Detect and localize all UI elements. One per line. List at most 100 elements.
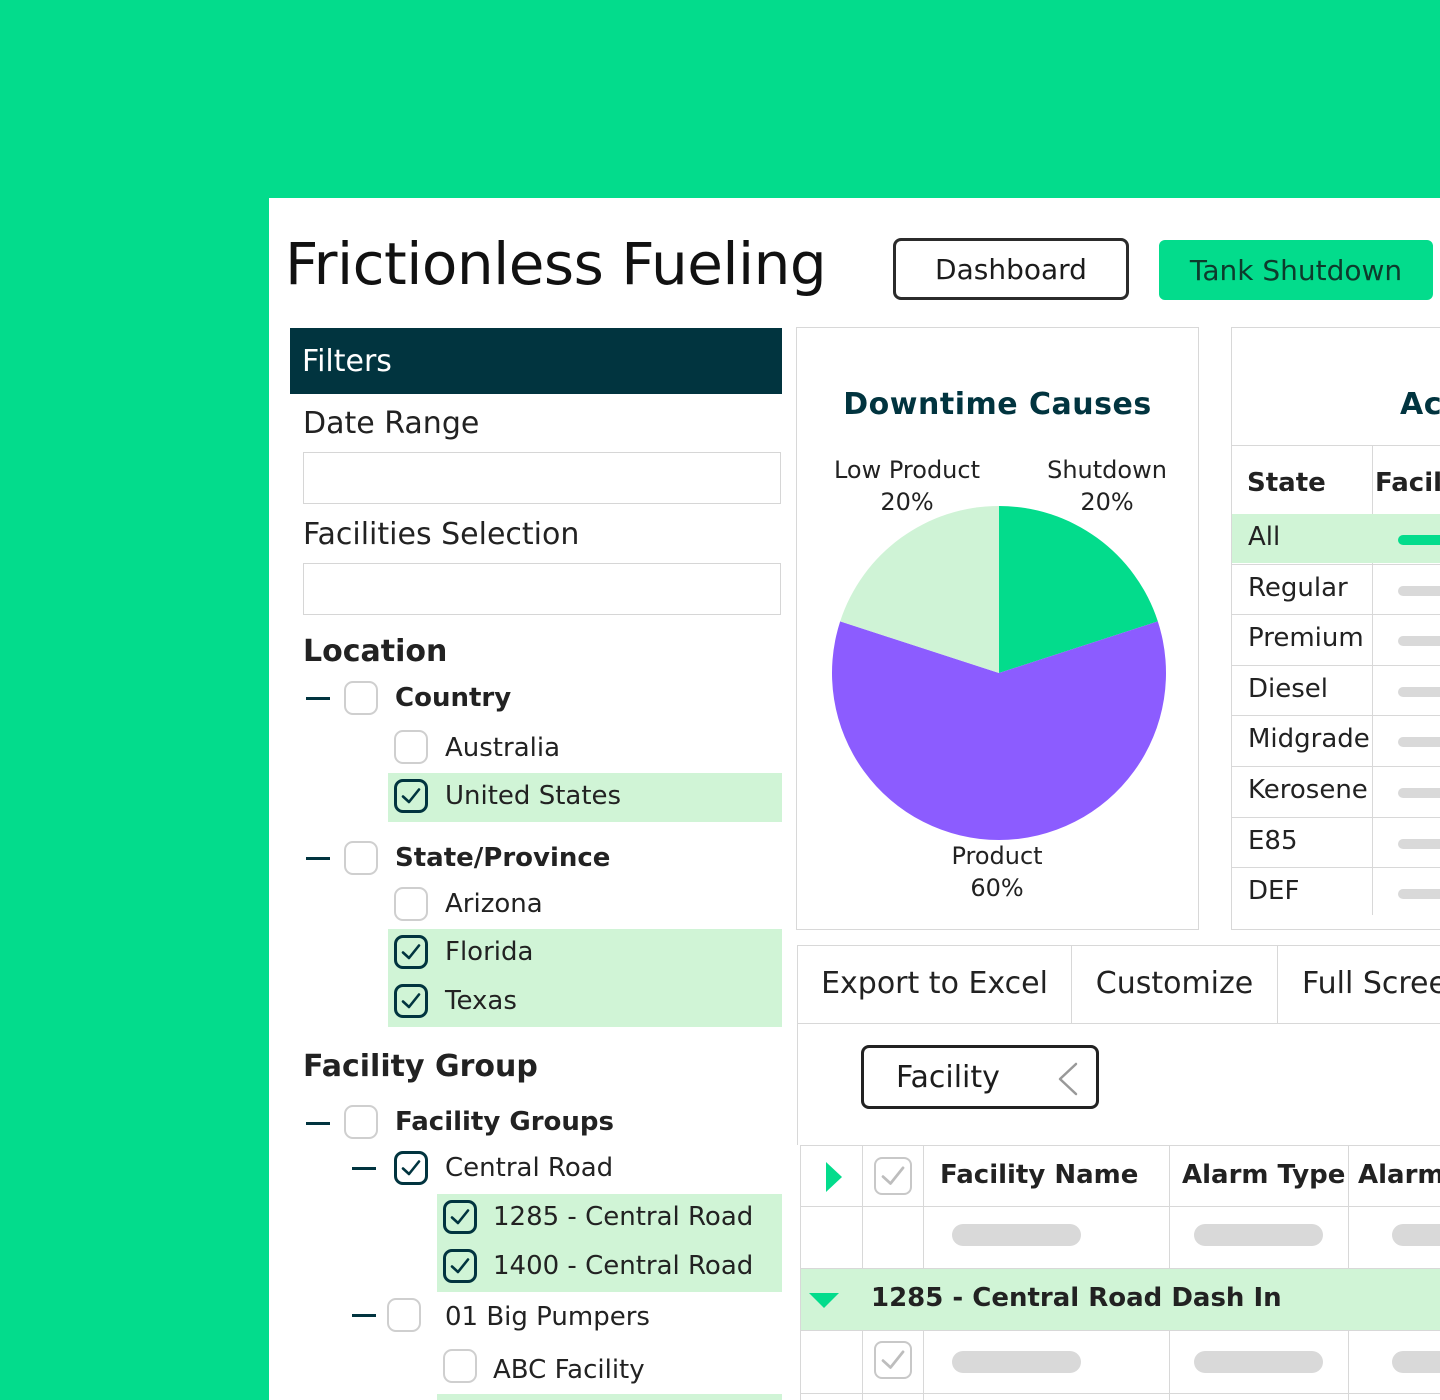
downtime-pie-chart: [832, 506, 1166, 840]
facility-1400-label: 1400 - Central Road: [493, 1251, 754, 1281]
collapse-group-icon[interactable]: [808, 1291, 840, 1309]
central-road-checkbox[interactable]: [394, 1151, 428, 1185]
alarm-header[interactable]: Alarm: [1358, 1160, 1440, 1190]
state-row-label[interactable]: DEF: [1248, 876, 1300, 907]
product-label: Product 60%: [897, 840, 1097, 904]
collapse-central-road-toggle[interactable]: [352, 1167, 376, 1170]
placeholder-cell: [1392, 1224, 1440, 1246]
check-icon: [450, 1258, 470, 1274]
customize-button[interactable]: Customize: [1095, 966, 1254, 1001]
state-row-bar: [1398, 838, 1440, 849]
state-checkbox[interactable]: [344, 841, 378, 875]
column-divider: [1372, 445, 1373, 915]
dashboard-button[interactable]: Dashboard: [893, 238, 1129, 300]
check-icon: [401, 788, 421, 804]
arizona-label: Arizona: [445, 889, 543, 919]
united-states-checkbox[interactable]: [394, 779, 428, 813]
pie-slice-shutdown: [999, 506, 1158, 673]
alarm-type-header[interactable]: Alarm Type: [1182, 1160, 1346, 1190]
state-row-bar: [1398, 737, 1440, 748]
group-row-label: 1285 - Central Road Dash In: [871, 1283, 1282, 1313]
divider: [923, 1145, 924, 1269]
group-by-facility-chip[interactable]: Facility: [861, 1045, 1099, 1109]
divider: [1232, 766, 1440, 767]
shutdown-label: Shutdown 20%: [1013, 454, 1201, 518]
low-product-pct: 20%: [880, 488, 934, 516]
downtime-causes-card: Downtime Causes Low Product 20% Shutdown…: [796, 327, 1199, 930]
chevron-left-icon[interactable]: [1054, 1062, 1080, 1096]
divider: [800, 1330, 1440, 1331]
florida-label: Florida: [445, 937, 534, 967]
divider: [1232, 715, 1440, 717]
collapse-state-toggle[interactable]: [306, 857, 330, 860]
central-road-label: Central Road: [445, 1153, 614, 1183]
state-column-header[interactable]: State: [1247, 468, 1326, 498]
location-heading: Location: [303, 634, 448, 669]
check-icon: [401, 993, 421, 1009]
facilities-selection-input[interactable]: [303, 563, 781, 615]
downtime-causes-title: Downtime Causes: [843, 387, 1152, 422]
state-row-label[interactable]: Diesel: [1248, 673, 1329, 704]
divider: [862, 1145, 863, 1269]
shutdown-pct: 20%: [1080, 488, 1134, 516]
central-road-items-rows: [437, 1194, 782, 1292]
divider: [800, 1145, 1440, 1146]
tank-shutdown-button[interactable]: Tank Shutdown: [1159, 240, 1433, 300]
arizona-checkbox[interactable]: [394, 887, 428, 921]
check-icon: [881, 1166, 905, 1185]
divider: [1232, 664, 1440, 666]
united-states-label: United States: [445, 781, 622, 811]
placeholder-cell: [952, 1351, 1081, 1373]
state-row-label[interactable]: Premium: [1248, 623, 1364, 654]
divider: [1232, 867, 1440, 869]
facility-1285-checkbox[interactable]: [443, 1200, 477, 1234]
collapse-country-toggle[interactable]: [306, 697, 330, 700]
divider: [1232, 816, 1440, 818]
facility-name-header[interactable]: Facility Name: [940, 1160, 1139, 1190]
placeholder-cell: [1392, 1351, 1440, 1373]
main-panel: Frictionless Fueling Dashboard Tank Shut…: [269, 198, 1440, 1400]
select-all-checkbox[interactable]: [874, 1157, 912, 1195]
state-row-label[interactable]: Kerosene: [1248, 775, 1368, 805]
placeholder-cell: [952, 1224, 1081, 1246]
divider: [798, 1023, 1440, 1024]
date-range-label: Date Range: [303, 406, 480, 441]
florida-checkbox[interactable]: [394, 935, 428, 969]
facility-column-header[interactable]: Facili: [1375, 468, 1440, 498]
state-row-label[interactable]: Regular: [1248, 572, 1348, 603]
facility-groups-checkbox[interactable]: [344, 1105, 378, 1139]
date-range-input[interactable]: [303, 452, 781, 504]
low-product-label: Low Product 20%: [811, 454, 1003, 518]
filters-header: Filters: [290, 328, 782, 394]
state-row-label[interactable]: All: [1248, 522, 1281, 552]
divider: [800, 1393, 1440, 1394]
facility-1285-label: 1285 - Central Road: [493, 1202, 754, 1232]
australia-checkbox[interactable]: [394, 730, 428, 764]
state-row-bar: [1398, 535, 1440, 545]
state-row-bar: [1398, 788, 1440, 798]
divider: [1169, 1145, 1170, 1269]
texas-checkbox[interactable]: [394, 984, 428, 1018]
full-screen-button[interactable]: Full Scree: [1302, 966, 1440, 1001]
divider: [1232, 614, 1440, 616]
state-row-label[interactable]: E85: [1248, 825, 1298, 856]
pie-slice-product: [832, 621, 1166, 840]
group-row[interactable]: [801, 1269, 1440, 1330]
abc-facility-checkbox[interactable]: [443, 1349, 477, 1383]
expand-all-icon[interactable]: [824, 1161, 844, 1193]
row-checkbox[interactable]: [874, 1341, 912, 1379]
united-states-row[interactable]: [388, 773, 782, 822]
pie-slice-low-product: [840, 506, 999, 673]
divider: [1232, 563, 1440, 565]
country-label: Country: [395, 683, 512, 713]
export-excel-button[interactable]: Export to Excel: [821, 966, 1048, 1001]
divider: [1232, 445, 1440, 446]
collapse-big-pumpers-toggle[interactable]: [352, 1314, 376, 1317]
facilities-selection-label: Facilities Selection: [303, 517, 580, 552]
state-row-bar: [1398, 585, 1440, 596]
collapse-facility-groups-toggle[interactable]: [306, 1122, 330, 1125]
country-checkbox[interactable]: [344, 681, 378, 715]
state-row-label[interactable]: Midgrade: [1248, 724, 1370, 755]
big-pumpers-checkbox[interactable]: [387, 1298, 421, 1332]
facility-1400-checkbox[interactable]: [443, 1249, 477, 1283]
